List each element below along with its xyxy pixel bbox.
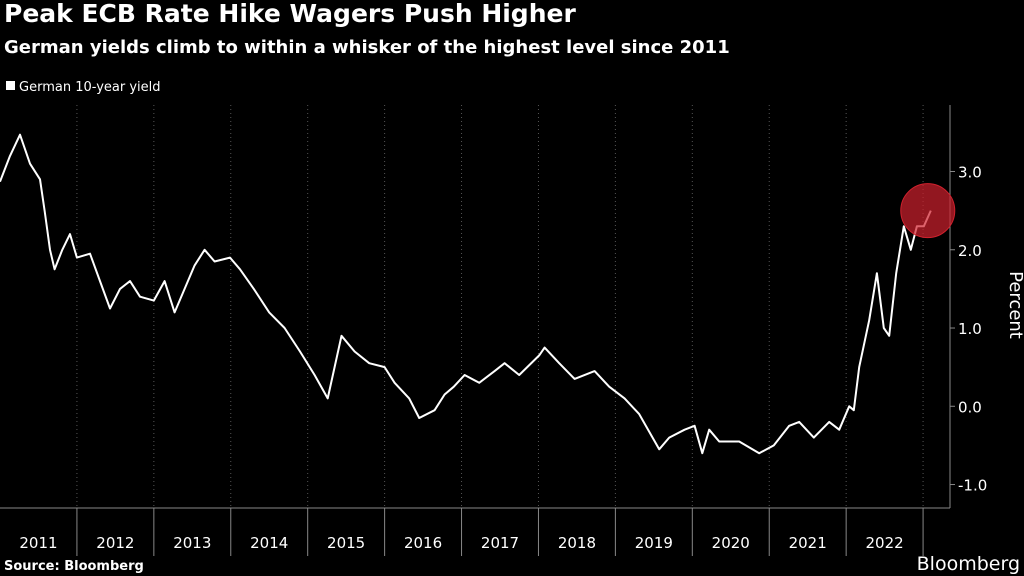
- chart-subtitle: German yields climb to within a whisker …: [4, 37, 730, 58]
- y-axis-label: Percent: [1005, 271, 1024, 339]
- x-tick-label: 2015: [327, 534, 365, 552]
- x-tick-label: 2018: [558, 534, 596, 552]
- y-tick-label: 2.0: [958, 242, 982, 260]
- x-tick-label: 2011: [19, 534, 57, 552]
- legend-swatch: [6, 81, 15, 90]
- y-tick-label: 3.0: [958, 164, 982, 182]
- x-tick-label: 2021: [789, 534, 827, 552]
- x-tick-label: 2014: [250, 534, 288, 552]
- x-tick-label: 2019: [635, 534, 673, 552]
- x-tick-label: 2012: [96, 534, 134, 552]
- line: [0, 133, 932, 455]
- x-tick-label: 2013: [173, 534, 211, 552]
- source: Source: Bloomberg: [4, 559, 144, 574]
- chart-title: Peak ECB Rate Hike Wagers Push Higher: [4, 0, 576, 28]
- x-tick-label: 2017: [481, 534, 519, 552]
- x-tick-label: 2022: [866, 534, 904, 552]
- highlight: [900, 183, 956, 239]
- legend-label: German 10-year yield: [19, 80, 161, 95]
- x-tick-label: 2016: [404, 534, 442, 552]
- x-tick-label: 2020: [712, 534, 750, 552]
- brand: Bloomberg: [917, 553, 1020, 575]
- y-tick-label: -1.0: [958, 477, 987, 495]
- y-tick-label: 1.0: [958, 320, 982, 338]
- y-tick-label: 0.0: [958, 398, 982, 416]
